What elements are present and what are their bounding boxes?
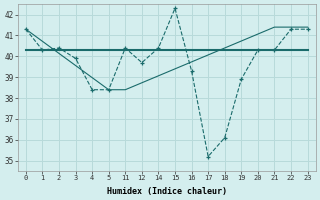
X-axis label: Humidex (Indice chaleur): Humidex (Indice chaleur) <box>107 187 227 196</box>
